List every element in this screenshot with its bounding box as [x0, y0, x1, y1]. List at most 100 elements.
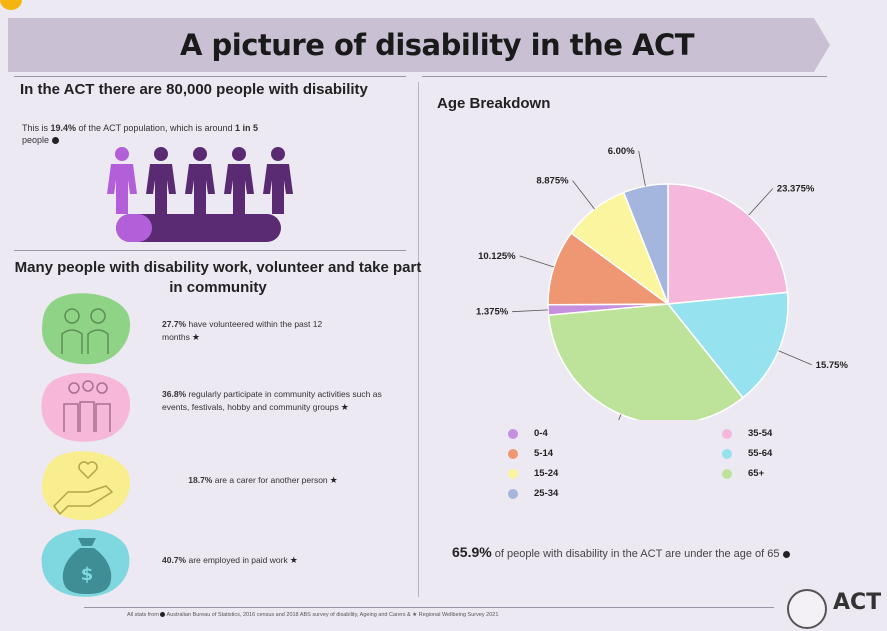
- divider-top-right: [422, 76, 827, 77]
- footer-text-a: All stats from: [127, 612, 161, 618]
- stat-community-text: regularly participate in community activ…: [162, 389, 382, 412]
- leader-line-0-4: [512, 309, 549, 313]
- divider-top-left: [14, 76, 406, 77]
- leader-line-65+: [618, 414, 622, 420]
- source-dot-icon: [52, 137, 60, 145]
- stat-carer-text: are a carer for another person: [212, 475, 328, 485]
- legend-item-0-4: 0-4: [508, 428, 548, 439]
- star-icon: ★: [340, 402, 349, 412]
- divider-mid-left: [14, 250, 406, 251]
- logo-text: ACT: [833, 590, 882, 615]
- banner-arrow-shape: [8, 18, 830, 72]
- divider-vertical: [418, 82, 419, 597]
- divider-footer: [84, 607, 774, 608]
- pie-slice-65+: [547, 303, 744, 420]
- star-icon: ★: [412, 612, 418, 618]
- corner-dot: [0, 0, 22, 10]
- legend-swatch: [722, 468, 732, 479]
- ratio-bar-fill: [116, 214, 152, 242]
- legend-swatch: [508, 468, 518, 479]
- footer-text-c: Regional Wellbeing Survey 2021: [417, 612, 499, 618]
- legend-label: 5-14: [534, 448, 554, 459]
- volunteer-hands-icon: [42, 293, 131, 365]
- stat-community: 36.8% regularly participate in community…: [162, 388, 394, 414]
- pie-slice-25-34: [622, 183, 669, 305]
- person-icon-2: [146, 147, 176, 214]
- population-ratio: 1 in 5: [234, 123, 258, 133]
- legend-swatch: [722, 428, 732, 439]
- slice-label-15-24: 8.875%: [536, 176, 569, 187]
- star-icon: ★: [289, 555, 298, 565]
- page-title: A picture of disability in the ACT: [179, 28, 695, 62]
- population-heading: In the ACT there are 80,000 people with …: [20, 81, 368, 98]
- star-icon: ★: [329, 475, 338, 485]
- leader-line-35-54: [748, 188, 774, 216]
- pie-slice-35-54: [667, 183, 789, 305]
- pie-slice-5-14: [547, 231, 671, 306]
- under-65-pct: 65.9%: [452, 544, 492, 560]
- stat-volunteer-pct: 27.7%: [162, 319, 187, 329]
- population-sub-post: people: [22, 135, 50, 145]
- money-bag-icon: $: [41, 529, 130, 597]
- chart-title: Age Breakdown: [437, 95, 551, 112]
- legend-item-35-54: 35-54: [722, 428, 772, 439]
- legend-swatch: [508, 488, 518, 499]
- ratio-bar-track: [116, 214, 281, 242]
- under-65-text: of people with disability in the ACT are…: [491, 548, 780, 560]
- stat-volunteer-text: have volunteered within the past 12 mont…: [162, 319, 323, 342]
- stat-volunteer: 27.7% have volunteered within the past 1…: [162, 318, 352, 344]
- chart-legend: 0-4 5-14 15-24 25-34 35-54 55-64 65+: [500, 428, 800, 518]
- community-heading: Many people with disability work, volunt…: [14, 259, 422, 296]
- stat-carer: 18.7% are a carer for another person ★: [168, 474, 358, 487]
- star-icon: ★: [191, 332, 200, 342]
- leader-line-25-34: [638, 150, 646, 187]
- age-pie-chart: 23.375%15.75%34.125%1.375%10.125%8.875%6…: [476, 146, 849, 420]
- slice-label-35-54: 23.375%: [777, 183, 815, 194]
- population-sub-mid: of the ACT population, which is around: [76, 123, 235, 133]
- slice-label-0-4: 1.375%: [476, 307, 509, 318]
- legend-label: 0-4: [534, 428, 548, 439]
- community-group-icon: [41, 373, 131, 442]
- person-icon-1: [107, 147, 137, 214]
- legend-item-25-34: 25-34: [508, 488, 558, 499]
- under-65-statement: 65.9% of people with disability in the A…: [452, 544, 790, 560]
- title-banner: A picture of disability in the ACT: [8, 18, 830, 72]
- stat-employed: 40.7% are employed in paid work ★: [162, 554, 382, 567]
- legend-label: 15-24: [534, 468, 559, 479]
- svg-text:$: $: [81, 564, 94, 585]
- legend-swatch: [508, 448, 518, 459]
- source-dot-icon: [160, 612, 166, 618]
- leader-line-55-64: [778, 350, 812, 366]
- legend-item-5-14: 5-14: [508, 448, 553, 459]
- legend-item-65+: 65+: [722, 468, 764, 479]
- stat-employed-text: are employed in paid work: [186, 555, 288, 565]
- act-government-logo: ACT: [787, 583, 887, 631]
- stat-community-pct: 36.8%: [162, 389, 187, 399]
- leader-line-5-14: [519, 255, 554, 268]
- legend-label: 65+: [748, 468, 765, 479]
- legend-swatch: [722, 448, 732, 459]
- source-dot-icon: [782, 550, 790, 558]
- legend-item-55-64: 55-64: [722, 448, 772, 459]
- population-subtext: This is 19.4% of the ACT population, whi…: [22, 122, 322, 146]
- slice-label-5-14: 10.125%: [478, 251, 516, 262]
- stat-carer-pct: 18.7%: [188, 475, 213, 485]
- population-percent: 19.4%: [50, 123, 77, 133]
- slice-label-55-64: 15.75%: [816, 360, 849, 371]
- person-icon-4: [224, 147, 254, 214]
- legend-label: 55-64: [748, 448, 773, 459]
- people-row-icon: [107, 147, 293, 242]
- pie-slices-group: [547, 183, 789, 420]
- leader-line-15-24: [572, 180, 595, 210]
- heart-hand-icon: [41, 451, 131, 521]
- legend-label: 25-34: [534, 488, 559, 499]
- person-icon-3: [185, 147, 215, 214]
- stat-employed-pct: 40.7%: [162, 555, 187, 565]
- person-icon-5: [263, 147, 293, 214]
- population-sub-pre: This is: [22, 123, 51, 133]
- footer-sources: All stats from Australian Bureau of Stat…: [127, 612, 498, 618]
- legend-swatch: [508, 428, 518, 439]
- coat-of-arms-icon: [787, 589, 827, 629]
- footer-text-b: Australian Bureau of Statistics, 2016 ce…: [165, 612, 413, 618]
